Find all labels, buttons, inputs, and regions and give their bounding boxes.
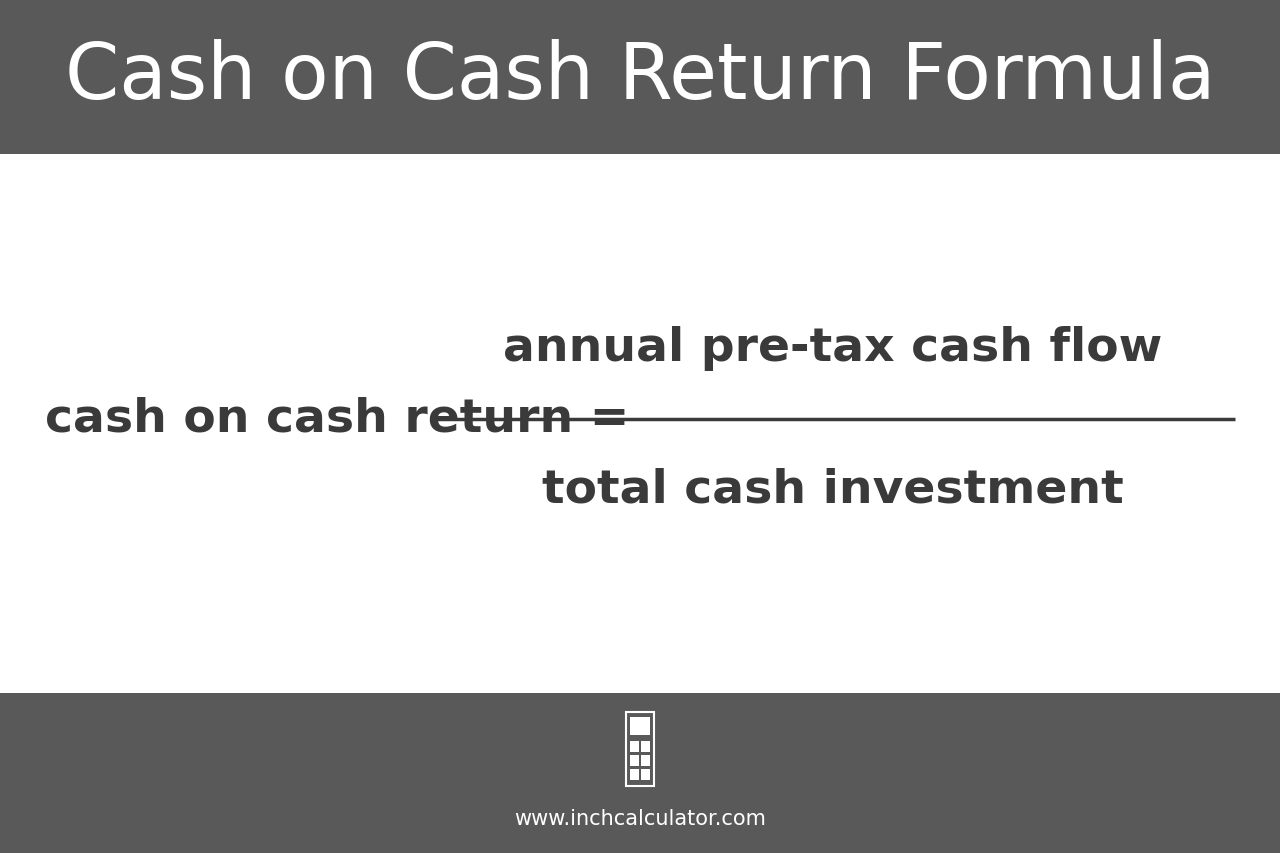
Bar — [641, 769, 650, 780]
Bar — [0, 693, 1280, 853]
Text: www.inchcalculator.com: www.inchcalculator.com — [515, 808, 765, 827]
Bar — [641, 741, 650, 752]
Bar — [630, 769, 639, 780]
Bar — [630, 741, 639, 752]
Bar — [630, 717, 650, 735]
Text: Cash on Cash Return Formula: Cash on Cash Return Formula — [65, 39, 1215, 115]
Bar — [641, 755, 650, 766]
Text: cash on cash return =: cash on cash return = — [45, 397, 630, 442]
Text: annual pre-tax cash flow: annual pre-tax cash flow — [503, 326, 1162, 371]
Bar — [0, 0, 1280, 154]
Bar — [630, 755, 639, 766]
Text: total cash investment: total cash investment — [541, 467, 1124, 512]
Bar — [626, 712, 654, 786]
